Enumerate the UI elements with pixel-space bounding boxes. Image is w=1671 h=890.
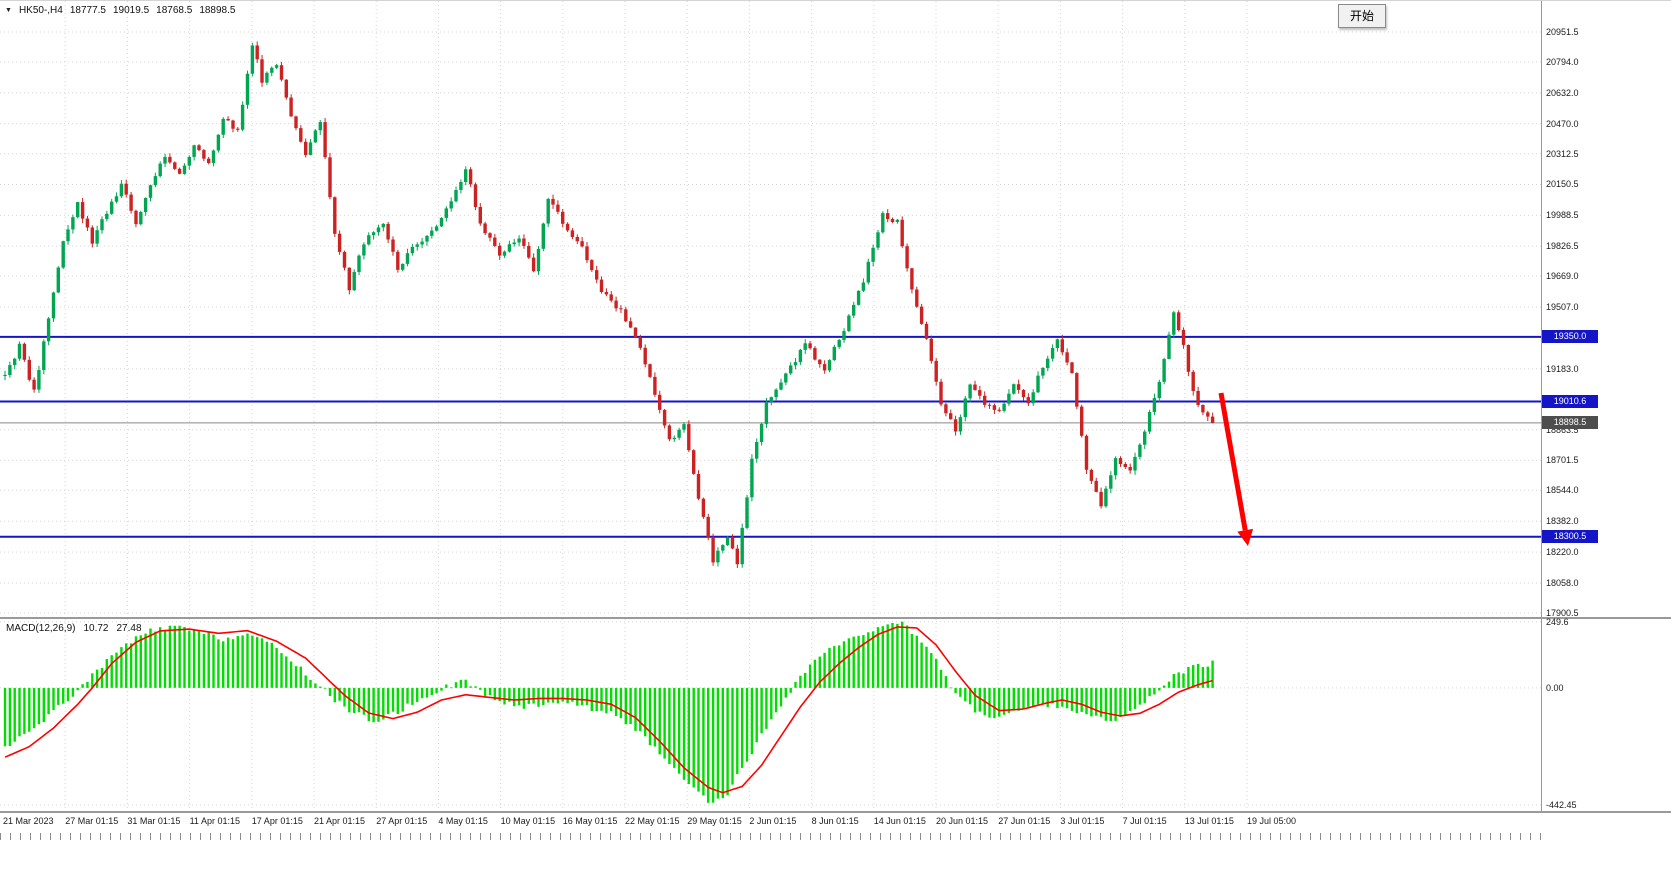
time-axis-label: 20 Jun 01:15 xyxy=(936,816,989,826)
macd-indicator-label: MACD(12,26,9) 10.72 27.48 xyxy=(6,623,142,634)
time-axis-label: 14 Jun 01:15 xyxy=(873,816,926,826)
pane-divider[interactable] xyxy=(0,617,1671,619)
time-axis-label: 3 Jul 01:15 xyxy=(1060,816,1105,826)
time-axis-label: 10 May 01:15 xyxy=(500,816,556,826)
time-axis-label: 21 Mar 2023 xyxy=(3,816,54,826)
support-resistance-lines[interactable] xyxy=(0,335,1541,538)
time-axis-label: 27 Mar 01:15 xyxy=(65,816,119,826)
macd-histogram xyxy=(3,621,1214,803)
time-axis[interactable]: 21 Mar 2023 27 Mar 01:15 31 Mar 01:15 11 Ap… xyxy=(0,815,1671,829)
time-axis-minor-ticks xyxy=(0,833,1541,840)
macd-name: MACD(12,26,9) xyxy=(6,623,76,634)
axis-separator xyxy=(1541,1,1542,811)
time-axis-label: 31 Mar 01:15 xyxy=(127,816,181,826)
price-tick-label: 20632.0 xyxy=(1546,87,1579,98)
start-button[interactable]: 开始 xyxy=(1338,4,1387,28)
macd-axis[interactable]: 249.6 0.00 -442.45 xyxy=(1541,616,1671,811)
time-axis-label: 2 Jun 01:15 xyxy=(749,816,797,826)
ohlc-high: 19019.5 xyxy=(113,5,150,16)
macd-signal-line xyxy=(4,626,1213,794)
price-tick-label: 19988.5 xyxy=(1546,210,1579,221)
macd-tick-label: -442.45 xyxy=(1546,800,1577,811)
time-axis-label: 16 May 01:15 xyxy=(562,816,618,826)
candles-layer xyxy=(3,41,1215,568)
trend-arrow[interactable] xyxy=(1218,392,1254,546)
price-tick-label: 20794.0 xyxy=(1546,56,1579,67)
price-tick-label: 18701.5 xyxy=(1546,455,1579,466)
price-tick-label: 20470.0 xyxy=(1546,118,1579,129)
level-price-badge: 18300.5 xyxy=(1542,529,1598,543)
time-axis-label: 29 May 01:15 xyxy=(687,816,742,826)
price-tick-label: 18058.0 xyxy=(1546,577,1579,588)
time-axis-label: 13 Jul 01:15 xyxy=(1184,816,1234,826)
level-price-badge: 19010.6 xyxy=(1542,394,1598,408)
macd-grid xyxy=(0,619,1541,811)
level-price-badge: 19350.0 xyxy=(1542,329,1598,343)
price-tick-label: 19669.0 xyxy=(1546,271,1579,282)
price-tick-label: 18382.0 xyxy=(1546,516,1579,527)
price-tick-label: 20150.5 xyxy=(1546,179,1579,190)
time-axis-label: 4 May 01:15 xyxy=(438,816,488,826)
macd-value-main: 10.72 xyxy=(83,623,109,634)
macd-value-signal: 27.48 xyxy=(116,623,142,634)
price-tick-label: 18544.0 xyxy=(1546,485,1579,496)
price-axis[interactable]: 20951.5 20794.0 20632.0 20470.0 20312.5 20150… xyxy=(1541,1,1671,618)
price-tick-label: 17900.5 xyxy=(1546,607,1579,618)
grid-layer xyxy=(0,1,1541,618)
symbol-period-label: HK50-,H4 xyxy=(18,5,63,16)
ohlc-close: 18898.5 xyxy=(199,5,236,16)
time-axis-label: 19 Jul 05:00 xyxy=(1247,816,1297,826)
macd-bottom-divider xyxy=(0,811,1671,813)
price-tick-label: 20951.5 xyxy=(1546,26,1579,37)
time-axis-label: 27 Jun 01:15 xyxy=(998,816,1051,826)
ohlc-open: 18777.5 xyxy=(69,5,106,16)
price-tick-label: 18863.5 xyxy=(1546,424,1579,435)
macd-tick-label: 249.6 xyxy=(1546,616,1569,627)
time-axis-label: 8 Jun 01:15 xyxy=(811,816,859,826)
time-axis-label: 11 Apr 01:15 xyxy=(189,816,240,826)
current-price-badge: 18898.5 xyxy=(1542,415,1598,429)
price-tick-label: 19183.0 xyxy=(1546,363,1579,374)
price-tick-label: 18220.0 xyxy=(1546,547,1579,558)
time-axis-label: 27 Apr 01:15 xyxy=(376,816,428,826)
chevron-down-icon[interactable]: ▼ xyxy=(5,7,12,14)
time-axis-label: 7 Jul 01:15 xyxy=(1122,816,1167,826)
price-tick-label: 19507.0 xyxy=(1546,302,1579,313)
macd-tick-label: 0.00 xyxy=(1546,682,1564,693)
price-tick-label: 20312.5 xyxy=(1546,148,1579,159)
chart-ohlc-header: ▼ HK50-,H4 18777.5 19019.5 18768.5 18898… xyxy=(5,5,235,16)
price-chart-pane[interactable] xyxy=(0,1,1541,618)
macd-indicator-pane[interactable] xyxy=(0,619,1541,811)
time-axis-label: 22 May 01:15 xyxy=(625,816,680,826)
time-axis-label: 21 Apr 01:15 xyxy=(314,816,366,826)
price-tick-label: 19826.5 xyxy=(1546,241,1579,252)
time-axis-label: 17 Apr 01:15 xyxy=(251,816,303,826)
ohlc-low: 18768.5 xyxy=(156,5,193,16)
